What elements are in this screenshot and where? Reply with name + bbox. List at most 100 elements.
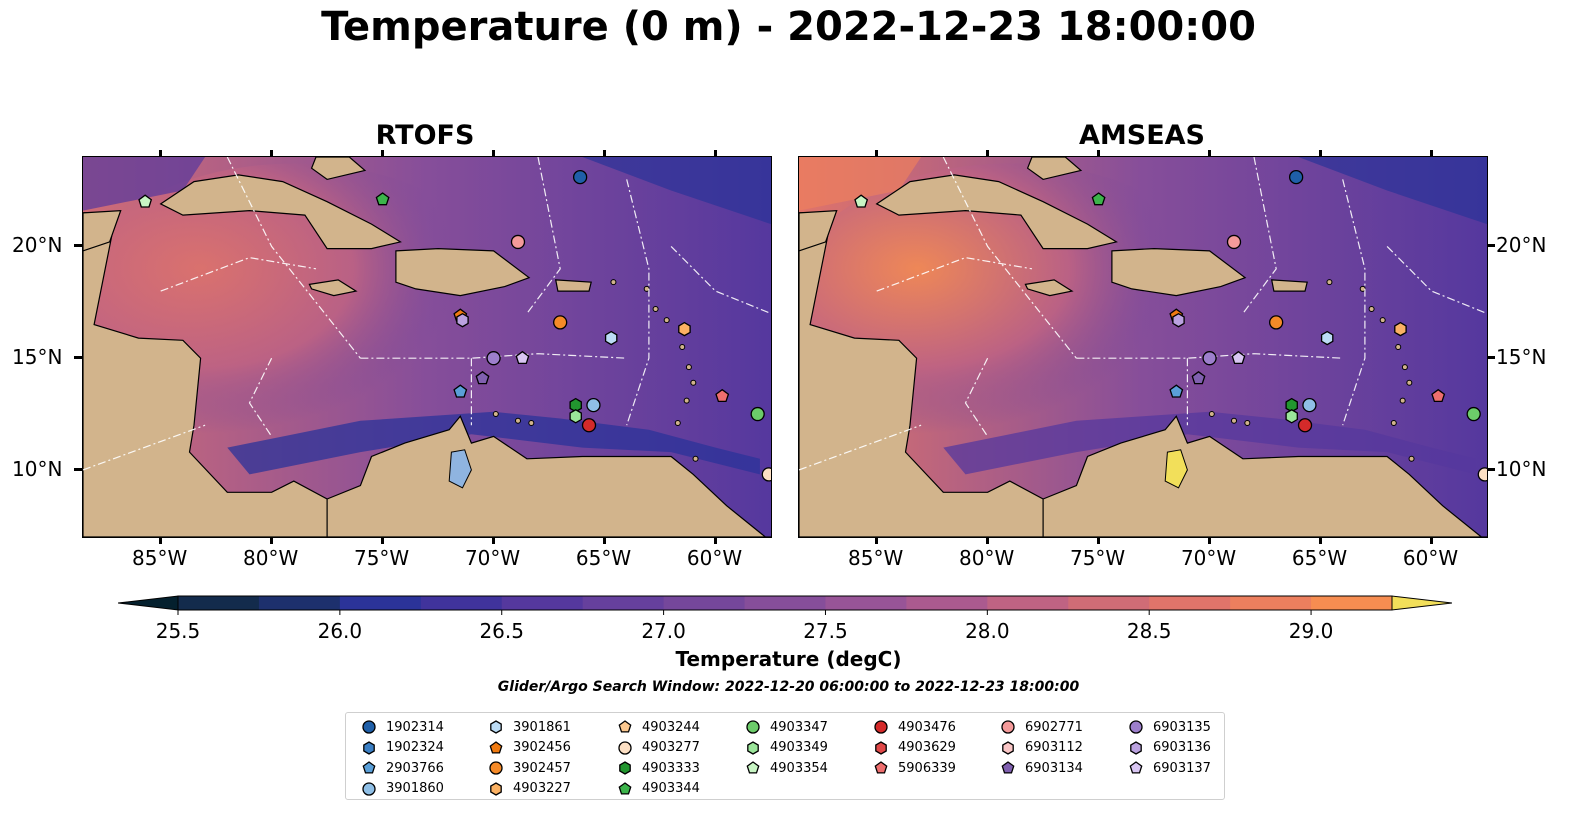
tick-mark <box>1207 150 1211 157</box>
lat-tick-label: 15°N <box>1496 345 1547 370</box>
legend-marker <box>362 720 376 734</box>
legend-marker <box>1002 740 1014 755</box>
map-canvas-amseas[interactable] <box>799 157 1487 537</box>
obs-marker-2903766 <box>453 384 468 398</box>
obs-marker-6903136 <box>456 312 469 328</box>
island <box>663 317 670 324</box>
obs-marker-5906339 <box>1431 388 1446 403</box>
island <box>1408 455 1415 462</box>
obs-marker-4903476 <box>1297 418 1313 433</box>
map-panel-amseas[interactable] <box>798 156 1488 538</box>
obs-marker-3901861 <box>1320 330 1334 346</box>
legend-item-4903629: 4903629 <box>874 738 956 758</box>
island <box>492 411 499 418</box>
lon-tick-label: 75°W <box>1069 546 1126 570</box>
circle-marker-icon <box>362 781 376 796</box>
legend-item-4903227: 4903227 <box>489 779 571 799</box>
eez-boundary <box>160 256 317 292</box>
eez-boundary <box>799 424 922 471</box>
island <box>690 379 697 386</box>
eez-boundary <box>226 157 361 359</box>
gulf-region <box>83 157 206 211</box>
tick-mark <box>1096 150 1100 157</box>
legend-label: 6902771 <box>1025 719 1083 735</box>
eez-boundary <box>526 157 561 314</box>
colorbar-extend-high <box>1391 595 1453 611</box>
map-panel-rtofs[interactable] <box>82 156 772 538</box>
colorbar-bin <box>906 596 988 610</box>
legend-item-6903135: 6903135 <box>1129 717 1211 737</box>
colorbar-tick-label: 27.0 <box>641 619 686 643</box>
pentagon-marker-icon <box>618 720 632 733</box>
legend-marker <box>747 740 759 755</box>
island <box>1244 420 1251 426</box>
gulf-region <box>799 157 922 211</box>
legend-item-4903347: 4903347 <box>746 717 828 737</box>
tick-mark <box>1487 244 1495 248</box>
hexagon-marker-icon <box>875 740 887 755</box>
colorbar-bin <box>1230 596 1312 610</box>
circle-marker-icon <box>746 720 760 734</box>
land-puerto-rico <box>554 279 592 292</box>
circle-marker-icon <box>362 720 376 734</box>
tick-mark <box>269 537 273 544</box>
colorbar-bin <box>663 596 746 610</box>
tick-mark <box>491 150 495 157</box>
legend-marker <box>746 761 760 774</box>
eez-boundary <box>1076 353 1343 359</box>
colorbar-bin <box>825 596 907 610</box>
legend-marker <box>489 761 503 775</box>
eez-boundary <box>964 357 989 437</box>
legend-item-3901861: 3901861 <box>489 717 571 737</box>
legend-marker <box>618 720 632 733</box>
colorbar-canvas: 25.5 26.0 26.5 27.0 27.5 28.0 28.5 29.0 <box>117 595 1453 643</box>
legend-label: 5906339 <box>898 760 956 776</box>
legend-item-2903766: 2903766 <box>362 758 444 778</box>
land-jamaica <box>1024 279 1074 297</box>
obs-marker-6903137 <box>515 350 530 365</box>
lon-tick-label: 85°W <box>132 546 188 570</box>
land-puerto-rico <box>1270 279 1308 292</box>
eez-boundary <box>248 357 273 437</box>
colorbar-tick-label: 29.0 <box>1289 619 1334 643</box>
colorbar-extend-low <box>117 595 179 611</box>
legend-label: 4903347 <box>770 719 828 735</box>
circle-marker-icon <box>618 740 632 755</box>
legend-marker <box>746 720 760 734</box>
tick-mark <box>1487 356 1495 360</box>
colorbar-bin <box>258 596 341 610</box>
lake-maracaibo <box>1164 449 1188 489</box>
circle-marker-icon <box>874 720 888 734</box>
legend-label: 2903766 <box>386 760 444 776</box>
tick-mark <box>602 150 606 157</box>
lon-tick-label: 75°W <box>353 546 410 570</box>
obs-marker-6903137 <box>1231 350 1246 365</box>
tick-mark <box>1318 537 1322 544</box>
legend-marker <box>618 740 632 755</box>
colorbar-bin <box>501 596 584 610</box>
lon-tick-label: 65°W <box>575 546 632 570</box>
legend-label: 6903135 <box>1153 719 1211 735</box>
lat-tick-label: 15°N <box>12 345 63 370</box>
colorbar-label: Temperature (degC) <box>675 647 902 671</box>
search-window-note: Glider/Argo Search Window: 2022-12-20 06… <box>497 679 1080 695</box>
colorbar-tick-label: 25.5 <box>156 619 201 643</box>
island <box>1395 344 1402 350</box>
legend-item-1902324: 1902324 <box>362 738 444 758</box>
tick-mark <box>1318 150 1322 157</box>
lat-tick-label: 20°N <box>12 233 63 258</box>
legend-marker <box>490 720 502 734</box>
map-canvas-rtofs[interactable] <box>83 157 771 537</box>
obs-marker-2903766 <box>1169 384 1184 398</box>
colorbar-outline <box>177 595 1393 611</box>
legend-item-3901860: 3901860 <box>362 779 444 799</box>
land-south-america <box>1042 415 1487 537</box>
tick-mark <box>74 244 82 248</box>
island <box>1208 411 1215 418</box>
tick-mark <box>985 537 989 544</box>
legend-marker <box>619 761 631 775</box>
legend-marker <box>1129 761 1143 774</box>
tick-mark <box>1487 467 1495 471</box>
land-bahamas <box>310 157 367 181</box>
legend-item-6903136: 6903136 <box>1129 738 1211 758</box>
